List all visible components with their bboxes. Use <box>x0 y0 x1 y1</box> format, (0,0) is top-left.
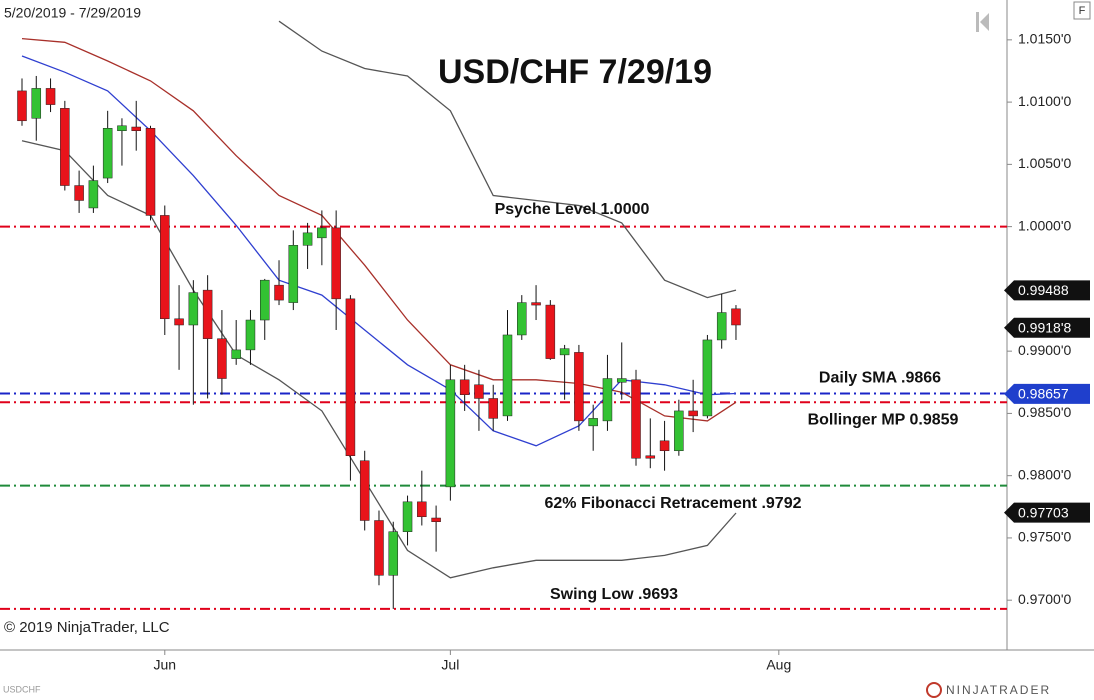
chart-title: USD/CHF 7/29/19 <box>438 53 712 91</box>
candle-body <box>74 185 84 201</box>
copyright: © 2019 NinjaTrader, LLC <box>4 619 170 636</box>
candle-body <box>545 304 556 359</box>
candle-body <box>402 501 413 532</box>
indicator-line <box>21 37 737 422</box>
price-marker <box>1004 317 1090 338</box>
level-label: Bollinger MP 0.9859 <box>808 411 959 428</box>
indicator-line <box>21 55 737 447</box>
date-range: 5/20/2019 - 7/29/2019 <box>4 5 141 21</box>
price-marker-label: 0.9918'8 <box>1018 319 1071 335</box>
y-tick-label: 0.9700'0 <box>1018 591 1071 607</box>
candle-body <box>688 410 698 417</box>
candle-body <box>531 302 541 306</box>
price-marker <box>1004 502 1090 523</box>
overlay: Psyche Level 1.0000 Daily SMA .9866 Bollin… <box>495 201 959 603</box>
level-label: Psyche Level 1.0000 <box>495 201 650 218</box>
brand: NINJATRADER <box>946 683 1051 697</box>
candle-body <box>60 108 70 186</box>
symbol: USDCHF <box>3 684 41 694</box>
y-tick-label: 1.0000'0 <box>1018 217 1071 233</box>
candle-body <box>274 284 284 301</box>
y-tick-label: 0.9850'0 <box>1018 404 1071 420</box>
scroll-icon <box>976 12 989 32</box>
candle-body <box>659 440 670 452</box>
y-tick-label: 0.9900'0 <box>1018 342 1071 358</box>
price-marker-label: 0.99488 <box>1018 282 1069 298</box>
candle-body <box>31 88 42 119</box>
candle-body <box>488 398 498 419</box>
candle-body <box>431 517 441 522</box>
candle-body <box>574 352 584 422</box>
price-marker <box>1004 383 1090 404</box>
candle-body <box>317 227 327 239</box>
button[interactable] <box>1073 1 1091 20</box>
candle-body <box>345 298 356 456</box>
candle-body <box>131 126 141 131</box>
candle-body <box>245 319 256 351</box>
y-tick-label: 0.9800'0 <box>1018 466 1071 482</box>
x-tick-label: Aug <box>766 657 791 673</box>
candle-body <box>588 418 598 427</box>
candle-body <box>145 128 156 216</box>
candle-body <box>631 379 641 459</box>
candle-body <box>517 302 527 336</box>
indicator-line <box>278 20 737 299</box>
level-label: 62% Fibonacci Retracement .9792 <box>544 495 801 512</box>
candle-body <box>45 88 56 105</box>
candle-body <box>302 232 313 246</box>
plot-area <box>0 20 1007 610</box>
candle-body <box>702 339 713 417</box>
candle-body <box>259 279 270 321</box>
candle-body <box>231 349 241 359</box>
candle-body <box>88 180 99 209</box>
candle-body <box>445 379 456 488</box>
y-tick-label: 1.0150'0 <box>1018 31 1071 47</box>
candle-body <box>674 410 684 452</box>
price-marker <box>1004 280 1090 301</box>
y-tick-label: 0.9750'0 <box>1018 529 1071 545</box>
price-marker-label: 0.98657 <box>1018 386 1069 402</box>
button-label[interactable]: F <box>1079 5 1086 17</box>
level-label: Swing Low .9693 <box>550 586 678 603</box>
candle-body <box>331 227 341 300</box>
candle-body <box>388 531 399 576</box>
candle-body <box>731 308 741 326</box>
candle-body <box>559 348 570 356</box>
candle-body <box>459 379 470 395</box>
candle-body <box>502 334 513 417</box>
candle-body <box>417 501 427 518</box>
candle-body <box>188 292 199 326</box>
candle-body <box>217 338 227 379</box>
y-tick-label: 1.0050'0 <box>1018 155 1071 171</box>
candle-body <box>117 125 127 131</box>
brand-logo <box>926 682 942 698</box>
candle-body <box>602 378 613 422</box>
candle-body <box>716 312 727 341</box>
candle-body <box>374 520 384 576</box>
candle-body <box>359 460 370 521</box>
level-label: Daily SMA .9866 <box>819 370 941 387</box>
y-tick-label: 1.0100'0 <box>1018 93 1071 109</box>
candle-body <box>645 455 656 459</box>
x-tick-label: Jul <box>441 657 459 673</box>
candle-body <box>202 289 213 339</box>
candle-body <box>288 245 299 303</box>
price-marker-label: 0.97703 <box>1018 504 1069 520</box>
candle-body <box>160 215 170 320</box>
candle-body <box>616 378 627 383</box>
candle-body <box>102 128 113 179</box>
indicator-line <box>21 140 737 579</box>
candle-body <box>474 384 484 399</box>
candle-body <box>174 318 184 326</box>
x-tick-label: Jun <box>153 657 176 673</box>
candle-body <box>17 90 27 122</box>
